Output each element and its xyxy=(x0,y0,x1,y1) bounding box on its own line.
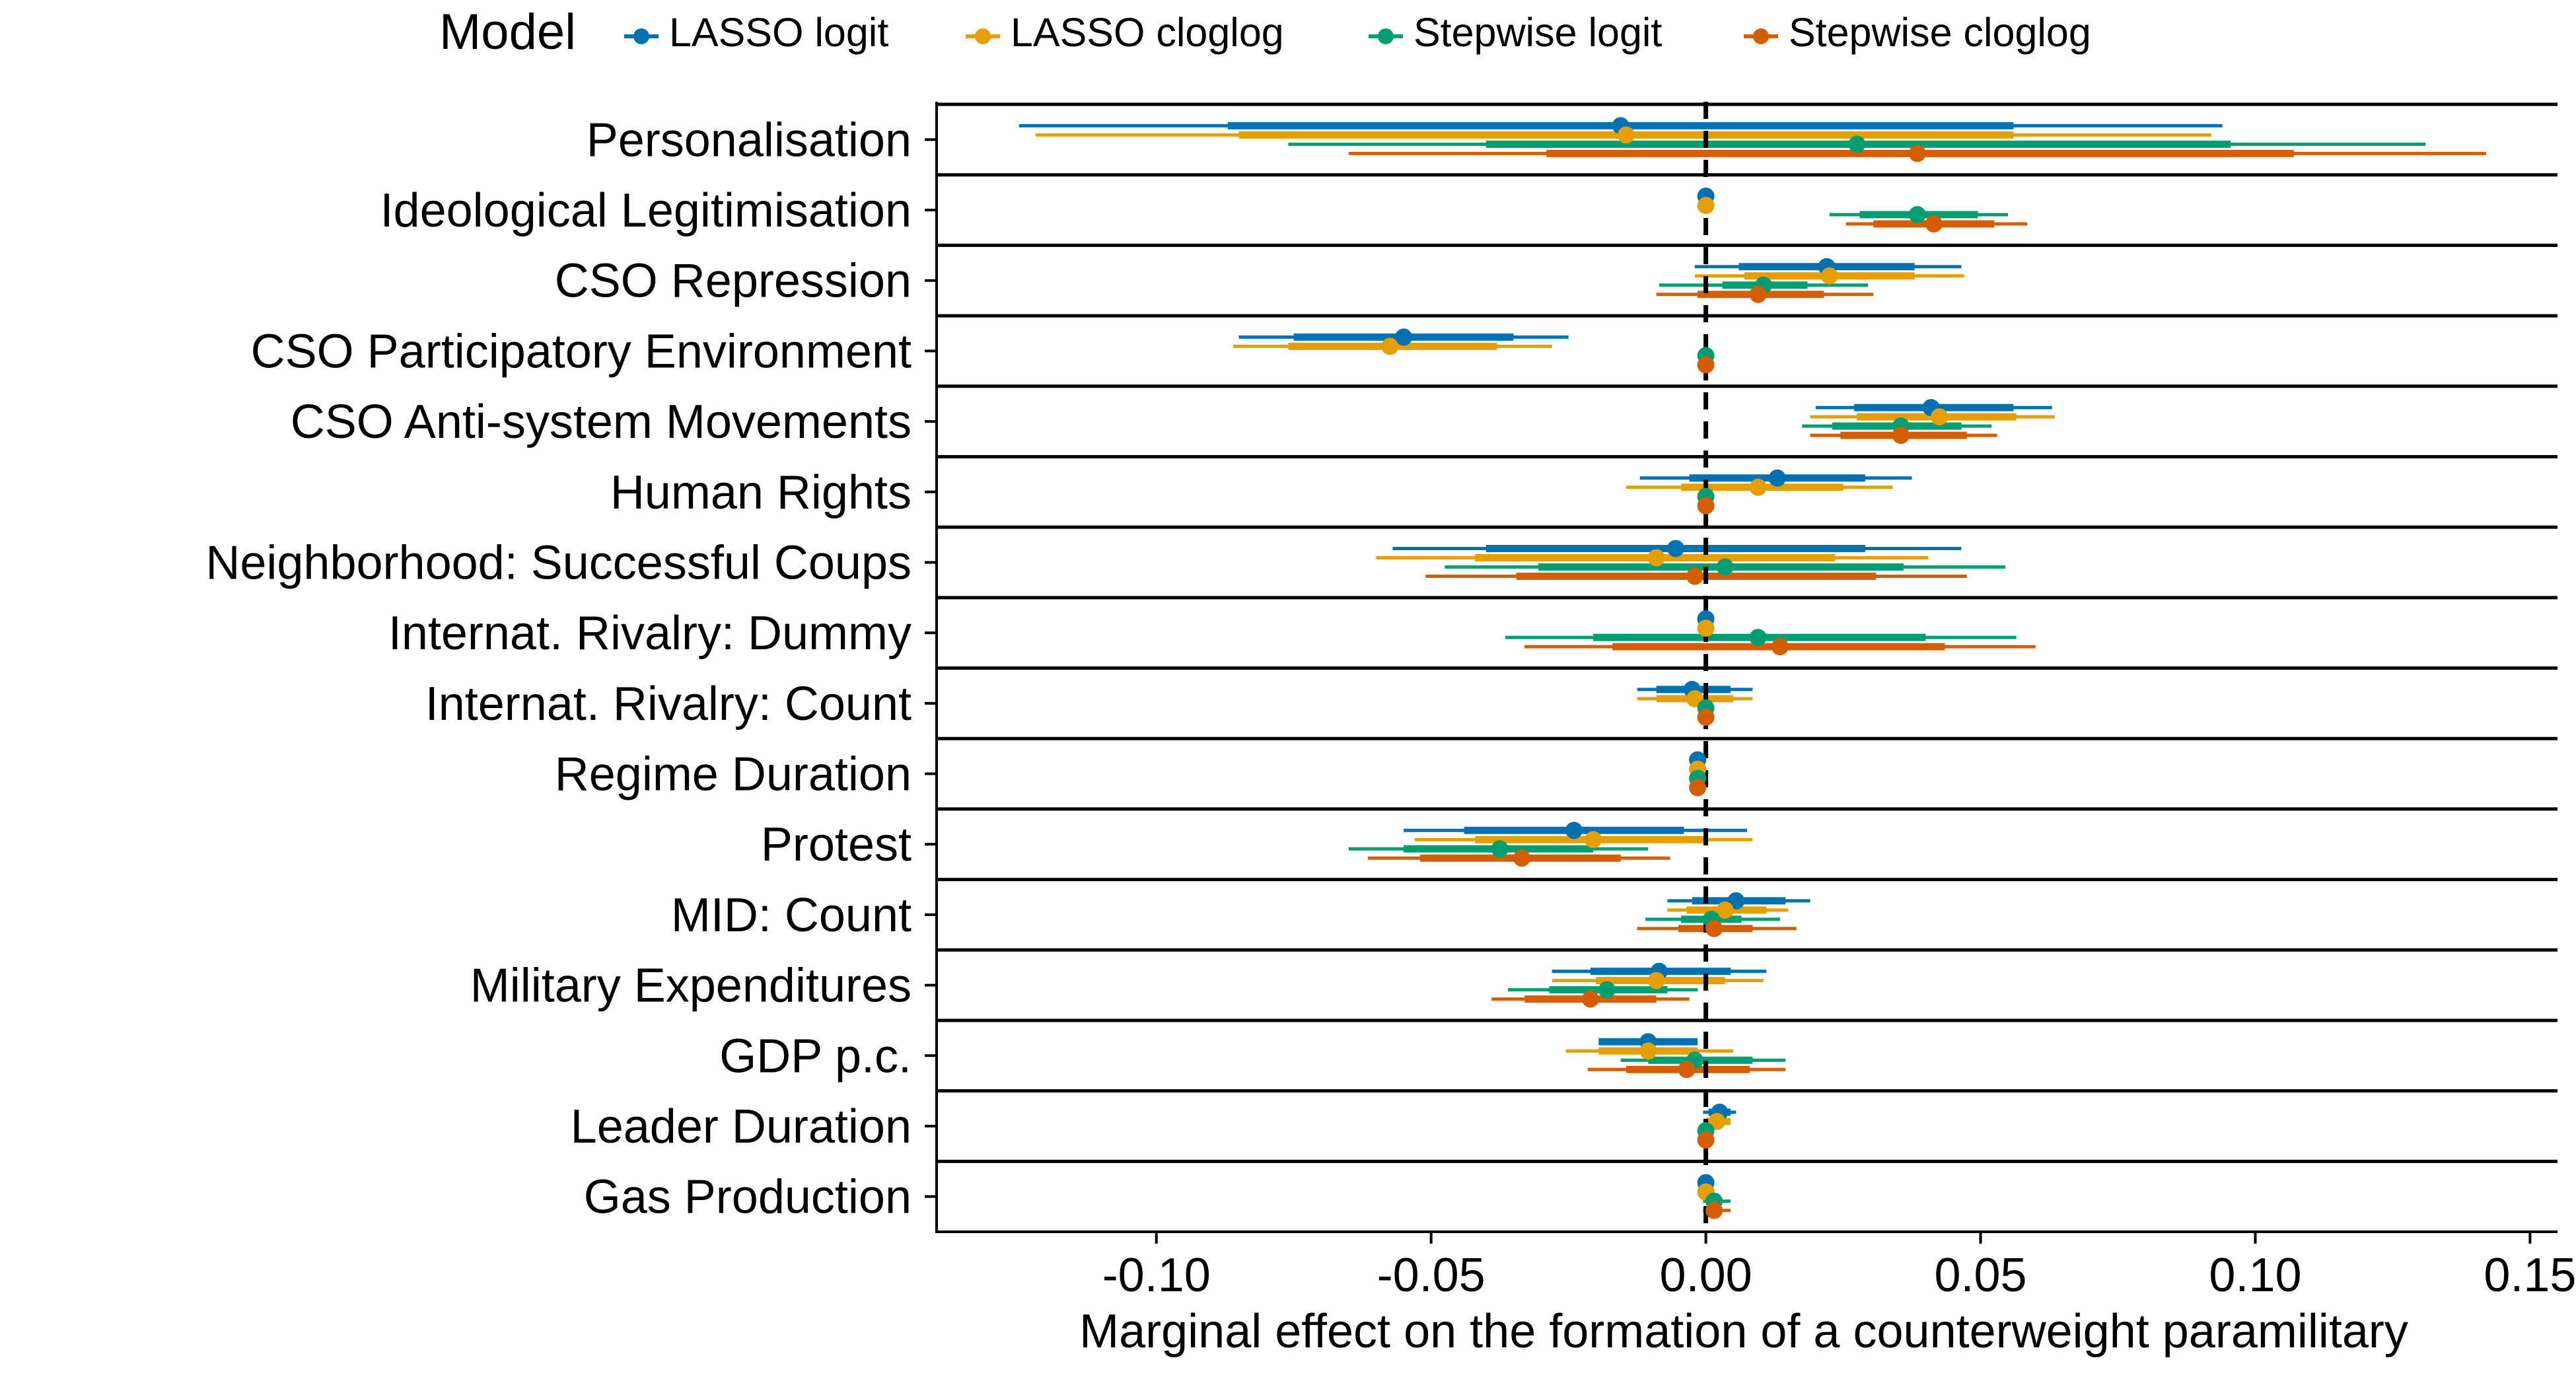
point-estimate xyxy=(1647,972,1665,989)
point-estimate xyxy=(1697,497,1715,515)
category-label: Regime Duration xyxy=(555,748,912,801)
point-estimate xyxy=(1908,206,1926,224)
point-estimate xyxy=(1771,638,1789,656)
legend-key-point xyxy=(975,28,991,44)
legend-label: Stepwise cloglog xyxy=(1789,10,2091,55)
point-estimate xyxy=(1491,840,1509,858)
point-estimate xyxy=(1716,901,1734,919)
x-tick-label: 0.00 xyxy=(1660,1249,1752,1302)
point-estimate xyxy=(1581,990,1599,1008)
category-label: Internat. Rivalry: Dummy xyxy=(388,607,912,660)
legend-label: Stepwise logit xyxy=(1413,10,1662,55)
series-intervals-lasso-logit xyxy=(1019,122,2223,1187)
legend-label: LASSO cloglog xyxy=(1011,10,1284,55)
point-estimate xyxy=(1705,919,1723,937)
category-label: Internat. Rivalry: Count xyxy=(425,678,912,730)
category-label: Personalisation xyxy=(587,114,912,166)
point-estimate xyxy=(1585,831,1602,849)
legend-key-point xyxy=(633,28,649,44)
axes: -0.10 -0.05 0.00 0.05 0.10 0.15 Personalisatio… xyxy=(205,102,2576,1358)
plot-frame xyxy=(937,102,2558,1163)
series-points-stepwise-cloglog xyxy=(1513,145,1943,1219)
point-estimate xyxy=(1749,285,1767,303)
point-estimate xyxy=(1820,267,1838,285)
x-tick-label: -0.10 xyxy=(1102,1249,1211,1302)
legend-key-point xyxy=(1378,28,1394,44)
point-estimate xyxy=(1395,328,1413,346)
category-label: Ideological Legitimisation xyxy=(380,184,912,237)
legend-key-point xyxy=(1753,28,1769,44)
category-label: CSO Participatory Environment xyxy=(251,325,912,378)
legend-title: Model xyxy=(439,4,576,60)
point-estimate xyxy=(1931,408,1949,426)
point-estimate xyxy=(1598,981,1616,999)
legend-label: LASSO logit xyxy=(669,10,888,55)
category-label: Protest xyxy=(761,818,912,871)
point-estimate xyxy=(1666,540,1684,557)
x-tick-label: 0.15 xyxy=(2484,1249,2576,1302)
point-estimate xyxy=(1565,822,1583,839)
category-label: CSO Anti-system Movements xyxy=(291,396,912,448)
point-estimate xyxy=(1892,427,1910,445)
point-estimate xyxy=(1716,558,1734,576)
point-estimate xyxy=(1697,1131,1715,1149)
point-estimate xyxy=(1697,620,1715,637)
point-estimate xyxy=(1678,1061,1696,1079)
point-estimate xyxy=(1705,1201,1723,1219)
x-axis-title: Marginal effect on the formation of a co… xyxy=(1079,1305,2408,1358)
category-label: MID: Count xyxy=(671,889,912,942)
x-tick-label: 0.05 xyxy=(1934,1249,2026,1302)
point-estimate xyxy=(1768,469,1786,487)
points xyxy=(1381,117,1949,1219)
point-estimate xyxy=(1697,356,1715,374)
category-label: Neighborhood: Successful Coups xyxy=(205,536,912,589)
point-estimate xyxy=(1749,478,1767,496)
category-label: Military Expenditures xyxy=(470,960,912,1013)
series-intervals-stepwise-logit xyxy=(1288,140,2426,1205)
point-estimate xyxy=(1686,567,1703,585)
point-estimate xyxy=(1925,215,1943,233)
point-estimate xyxy=(1697,197,1715,215)
category-label: Leader Duration xyxy=(571,1100,912,1153)
legend-item: Stepwise logit xyxy=(1369,10,1662,55)
point-estimate xyxy=(1689,779,1707,797)
x-tick-label: 0.10 xyxy=(2209,1249,2301,1302)
point-estimate xyxy=(1513,849,1530,867)
point-estimate xyxy=(1647,549,1665,567)
point-estimate xyxy=(1697,708,1715,726)
category-label: Human Rights xyxy=(610,466,912,519)
series-intervals-lasso-cloglog xyxy=(1035,131,2211,1196)
category-label: CSO Repression xyxy=(555,255,912,308)
legend-item: LASSO cloglog xyxy=(966,10,1284,55)
point-estimate xyxy=(1749,629,1767,647)
point-estimate xyxy=(1639,1042,1657,1060)
series-intervals-stepwise-cloglog xyxy=(1348,149,2486,1215)
point-estimate xyxy=(1908,145,1926,162)
point-estimate xyxy=(1617,126,1635,144)
legend: Model LASSO logit LASSO cloglog Stepwise lo… xyxy=(439,4,2091,60)
legend-item: LASSO logit xyxy=(624,10,888,55)
category-label: Gas Production xyxy=(584,1171,912,1224)
legend-item: Stepwise cloglog xyxy=(1744,10,2091,55)
category-label: GDP p.c. xyxy=(719,1030,912,1083)
point-estimate xyxy=(1381,338,1399,355)
point-estimate xyxy=(1848,135,1866,153)
x-tick-label: -0.05 xyxy=(1377,1249,1485,1302)
